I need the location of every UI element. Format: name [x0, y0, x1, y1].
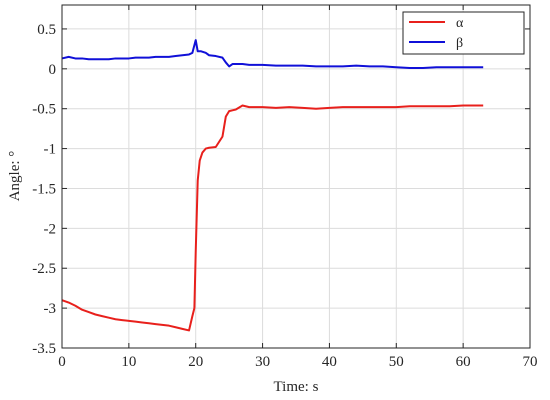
x-tick-label: 50 [389, 354, 404, 370]
plot-border [61, 4, 531, 349]
y-tick-label: -3 [44, 301, 57, 317]
tick-labels: 0 10 20 30 40 50 60 70 0.5 0 -0.5 -1 -1.5 -2 -2.5 -3 -3.… [32, 22, 537, 370]
legend-label-alpha: α [456, 16, 464, 31]
x-tick-label: 10 [121, 354, 136, 370]
x-axis-label: Time: s [274, 379, 319, 395]
y-tick-label: -1 [44, 142, 57, 158]
series-layer [61, 39, 484, 332]
legend: α β [402, 11, 525, 55]
x-tick-label: 60 [456, 354, 471, 370]
legend-box [402, 11, 525, 55]
series-alpha-line [61, 104, 484, 332]
y-tick-label: 0 [49, 62, 57, 78]
y-tick-label: -1.5 [32, 181, 56, 197]
y-tick-label: -2 [44, 221, 57, 237]
ticks [61, 5, 531, 349]
y-tick-label: -2.5 [32, 261, 56, 277]
x-tick-label: 0 [58, 354, 66, 370]
x-tick-label: 20 [188, 354, 203, 370]
y-tick-label: -0.5 [32, 102, 56, 118]
y-axis-label: Angle: ° [7, 151, 23, 202]
x-tick-label: 70 [523, 354, 538, 370]
y-tick-label: 0.5 [37, 22, 56, 38]
legend-label-beta: β [456, 36, 463, 51]
x-tick-label: 40 [322, 354, 337, 370]
y-tick-label: -3.5 [32, 341, 56, 357]
series-beta-line [61, 39, 484, 70]
plot-background [62, 5, 530, 348]
x-tick-label: 30 [255, 354, 270, 370]
